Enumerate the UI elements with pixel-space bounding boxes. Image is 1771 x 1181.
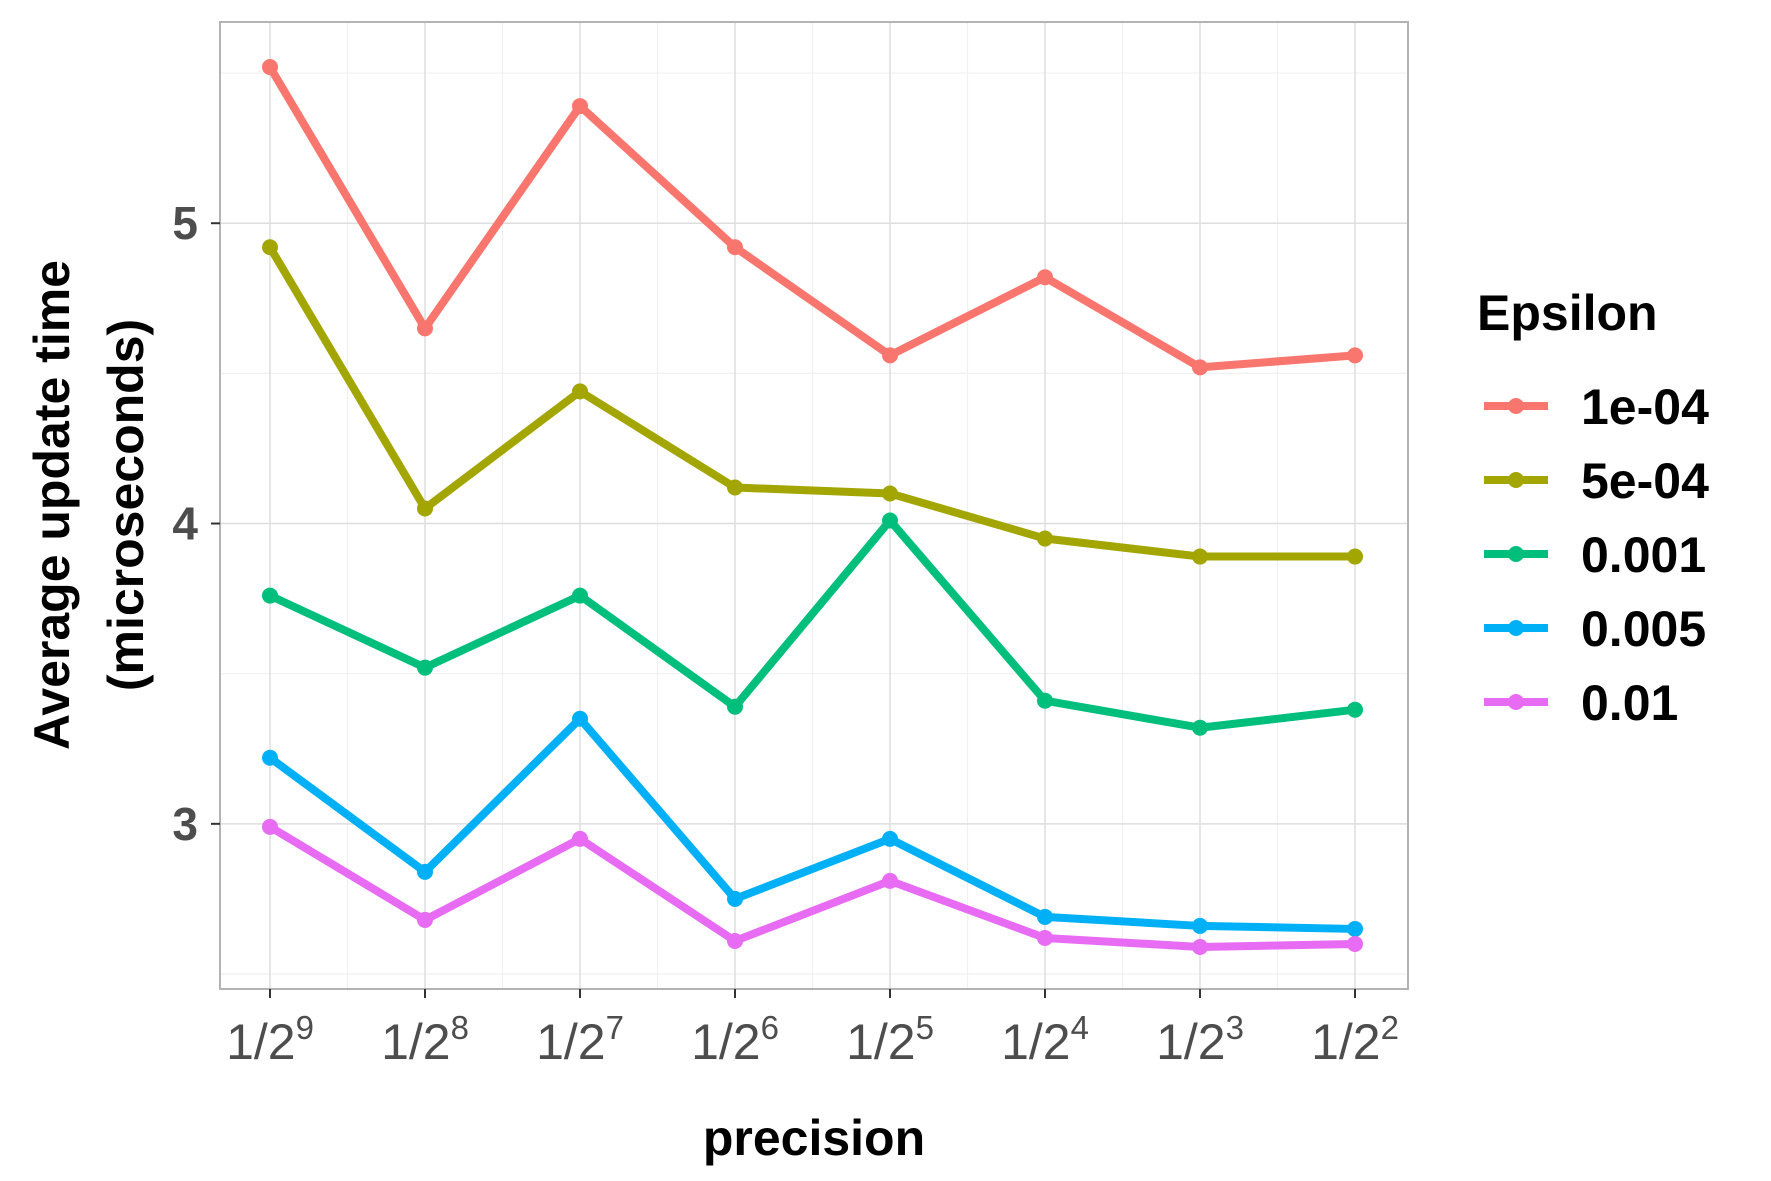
data-point xyxy=(262,587,278,604)
data-point xyxy=(572,383,588,400)
data-point xyxy=(1037,530,1053,547)
x-tick-label: 1/28 xyxy=(381,1009,469,1070)
data-point xyxy=(417,863,433,880)
legend-label: 0.001 xyxy=(1581,527,1706,583)
data-point xyxy=(882,347,898,364)
data-point xyxy=(417,320,433,337)
data-point xyxy=(1347,935,1363,952)
plot-panel-border xyxy=(219,21,1409,990)
data-point xyxy=(727,890,743,907)
data-point xyxy=(262,749,278,766)
legend-title: Epsilon xyxy=(1477,285,1658,341)
data-point xyxy=(727,239,743,256)
data-point xyxy=(572,98,588,115)
data-point xyxy=(727,932,743,949)
data-point xyxy=(1192,359,1208,376)
y-tick-label: 5 xyxy=(172,197,198,249)
data-point xyxy=(417,911,433,928)
legend-item: 1e-04 xyxy=(1484,379,1709,435)
x-tick-label: 1/29 xyxy=(226,1009,314,1070)
legend: Epsilon 1e-04 5e-04 0.001 0.005 0.01 xyxy=(1477,285,1709,731)
series-0.001 xyxy=(262,512,1363,736)
x-tick-label: 1/23 xyxy=(1156,1009,1244,1070)
legend-key-point xyxy=(1508,620,1524,636)
data-point xyxy=(1347,920,1363,937)
data-point xyxy=(882,485,898,502)
legend-item: 5e-04 xyxy=(1484,453,1709,509)
legend-key-point xyxy=(1508,694,1524,710)
grid xyxy=(220,22,1408,989)
data-point xyxy=(1192,917,1208,934)
series-line xyxy=(266,714,1359,933)
data-point xyxy=(1347,347,1363,364)
data-point xyxy=(727,479,743,496)
data-point xyxy=(882,512,898,529)
series-line xyxy=(266,243,1359,561)
legend-item: 0.01 xyxy=(1484,675,1678,731)
legend-key-point xyxy=(1508,472,1524,488)
data-point xyxy=(1347,701,1363,718)
x-axis-title: precision xyxy=(703,1110,925,1166)
series-0.005 xyxy=(262,710,1363,937)
legend-label: 0.005 xyxy=(1581,601,1706,657)
x-tick-label: 1/25 xyxy=(846,1009,934,1070)
data-point xyxy=(1037,908,1053,925)
y-tick-label: 3 xyxy=(172,798,198,850)
data-point xyxy=(1192,548,1208,565)
data-point xyxy=(262,818,278,835)
data-point xyxy=(572,830,588,847)
legend-key-point xyxy=(1508,546,1524,562)
x-tick-label: 1/22 xyxy=(1311,1009,1399,1070)
data-point xyxy=(572,587,588,604)
legend-label: 5e-04 xyxy=(1581,453,1709,509)
y-axis-ticks: 3 4 5 xyxy=(172,197,220,850)
legend-key-point xyxy=(1508,398,1524,414)
legend-item: 0.005 xyxy=(1484,601,1706,657)
series-line xyxy=(266,822,1359,951)
data-point xyxy=(1037,269,1053,286)
legend-label: 0.01 xyxy=(1581,675,1678,731)
data-point xyxy=(417,659,433,676)
data-point xyxy=(882,872,898,889)
legend-keys: 1e-04 5e-04 0.001 0.005 0.01 xyxy=(1484,379,1709,731)
x-tick-label: 1/24 xyxy=(1001,1009,1089,1070)
data-point xyxy=(262,59,278,76)
series-1e-04 xyxy=(262,59,1363,376)
series-0.01 xyxy=(262,818,1363,955)
data-point xyxy=(1192,938,1208,955)
data-point xyxy=(572,710,588,727)
x-axis-ticks: 1/29 1/28 1/27 1/26 1/25 1/24 1/23 1/22 xyxy=(226,989,1399,1070)
y-axis-title: Average update time (microseconds) xyxy=(24,260,154,750)
y-axis-title-line1: Average update time xyxy=(24,260,80,750)
data-point xyxy=(882,830,898,847)
x-tick-label: 1/26 xyxy=(691,1009,779,1070)
series-5e-04 xyxy=(262,239,1363,565)
data-point xyxy=(1037,692,1053,709)
y-axis-title-line2: (microseconds) xyxy=(98,319,154,691)
data-point xyxy=(262,239,278,256)
data-point xyxy=(727,698,743,715)
x-tick-label: 1/27 xyxy=(536,1009,624,1070)
legend-label: 1e-04 xyxy=(1581,379,1709,435)
data-point xyxy=(417,500,433,517)
y-tick-label: 4 xyxy=(172,498,198,550)
series-line xyxy=(266,63,1359,372)
data-point xyxy=(1347,548,1363,565)
legend-item: 0.001 xyxy=(1484,527,1706,583)
data-point xyxy=(1037,929,1053,946)
data-point xyxy=(1192,719,1208,736)
series-line xyxy=(266,516,1359,732)
series-layer xyxy=(262,59,1363,955)
